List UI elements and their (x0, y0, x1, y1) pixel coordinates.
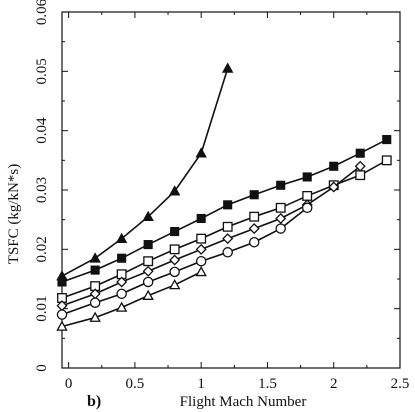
panel-label: b) (87, 393, 101, 410)
filled-square-point (329, 161, 339, 171)
filled-triangle-point (195, 147, 207, 158)
open-square-point (169, 244, 180, 255)
open-diamond-point (222, 233, 234, 245)
x-tick-label: 0 (65, 376, 73, 392)
series-open-square (57, 155, 392, 303)
series-filled-square (57, 135, 392, 287)
y-tick-label: 0.02 (34, 236, 50, 262)
filled-square-point (382, 135, 392, 145)
open-circle-point (142, 276, 154, 288)
x-tick-label: 2.5 (391, 376, 410, 392)
open-circle-point (195, 255, 207, 267)
series-line (61, 138, 388, 283)
open-diamond-point (328, 181, 340, 193)
series-open-diamond (56, 160, 366, 312)
open-circle-point (169, 266, 180, 278)
open-circle-point (116, 288, 127, 300)
filled-triangle-point (115, 232, 128, 243)
open-square-point (355, 170, 366, 181)
filled-triangle-point (221, 62, 234, 73)
open-square-point (381, 155, 392, 166)
y-tick-label: 0 (34, 364, 50, 372)
series-layer (56, 62, 392, 331)
series-open-circle (56, 202, 313, 320)
filled-square-point (117, 253, 127, 263)
x-tick-label: 1 (197, 376, 205, 392)
open-diamond-point (248, 223, 260, 235)
filled-square-point (276, 180, 286, 190)
filled-triangle-point (168, 185, 181, 196)
x-axis-label: Flight Mach Number (180, 394, 307, 410)
series-open-triangle (56, 265, 207, 331)
y-tick-label: 0.03 (34, 177, 50, 203)
y-tick-label: 0.05 (34, 58, 50, 84)
series-line (61, 165, 361, 307)
y-axis-label: TSFC (kg/kN*s) (6, 164, 22, 264)
open-circle-point (248, 236, 260, 248)
open-triangle-point (168, 278, 181, 290)
open-circle-point (275, 223, 286, 234)
open-circle-point (301, 202, 313, 214)
filled-square-point (143, 240, 153, 250)
filled-square-point (302, 172, 312, 182)
open-triangle-point (142, 289, 154, 300)
open-square-point (196, 233, 207, 244)
open-triangle-point (89, 311, 101, 322)
y-tick-label: 0.06 (34, 0, 50, 25)
filled-square-point (196, 213, 206, 224)
open-diamond-point (116, 276, 128, 288)
open-diamond-point (169, 254, 181, 266)
open-square-point (275, 202, 286, 213)
filled-square-point (355, 148, 365, 158)
x-axis: 0 0.5 1 1.5 2 2.5 (65, 12, 409, 392)
y-axis: 0 0.01 0.02 0.03 0.04 0.05 0.06 (34, 0, 400, 372)
filled-square-point (170, 226, 180, 237)
open-diamond-point (275, 212, 287, 224)
open-circle-point (56, 309, 68, 320)
x-tick-label: 1.5 (258, 376, 277, 392)
open-diamond-point (354, 160, 366, 172)
series-filled-triangle (56, 62, 234, 281)
open-diamond-point (195, 243, 207, 255)
open-circle-point (89, 297, 101, 308)
open-square-point (222, 221, 233, 232)
filled-square-point (249, 190, 259, 200)
open-square-point (302, 190, 313, 201)
open-circle-point (222, 247, 233, 258)
x-tick-label: 2 (330, 376, 338, 392)
open-square-point (143, 256, 154, 267)
plot-area (61, 11, 401, 369)
filled-square-point (57, 277, 67, 287)
open-square-point (249, 211, 260, 222)
open-triangle-point (56, 320, 68, 331)
y-tick-label: 0.01 (34, 296, 50, 322)
open-triangle-point (115, 301, 128, 312)
plot-border (61, 11, 401, 369)
filled-square-point (90, 265, 100, 275)
series-line (61, 207, 308, 316)
series-line (61, 271, 202, 328)
open-triangle-point (195, 265, 207, 277)
filled-triangle-point (142, 210, 154, 222)
filled-square-point (223, 200, 233, 210)
y-tick-label: 0.04 (34, 117, 50, 144)
x-tick-label: 0.5 (126, 376, 145, 392)
open-diamond-point (142, 265, 154, 277)
filled-triangle-point (89, 252, 101, 263)
